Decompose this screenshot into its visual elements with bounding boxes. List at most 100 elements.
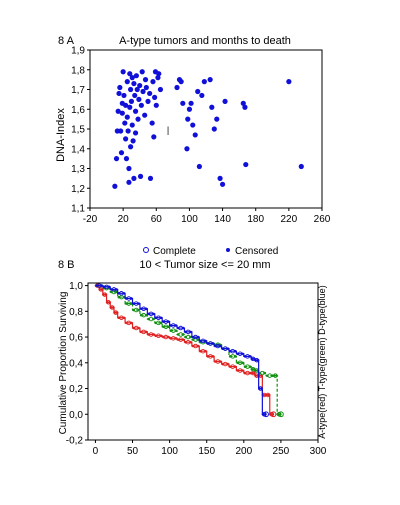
censored-marker [196, 335, 200, 339]
data-point [147, 90, 153, 97]
panel-b-label: 8 B [58, 259, 75, 271]
y-tick-label: 0,2 [69, 384, 83, 395]
censored-marker [152, 312, 155, 316]
censored-marker [248, 365, 252, 368]
data-point [137, 173, 144, 179]
censored-marker [248, 371, 252, 375]
data-point [192, 132, 198, 138]
censored-marker [241, 352, 244, 356]
data-point [120, 69, 126, 75]
censored-marker [181, 338, 185, 341]
data-point [124, 114, 130, 120]
censored-marker [256, 358, 260, 362]
data-point [139, 69, 145, 75]
censored-marker [108, 301, 111, 304]
data-point [129, 75, 135, 81]
censored-marker [107, 285, 111, 289]
data-point [121, 92, 127, 99]
censored-marker [204, 339, 207, 343]
censored-marker [263, 371, 267, 375]
data-point [132, 92, 138, 99]
data-point [137, 82, 143, 89]
data-point [124, 79, 130, 85]
data-point [188, 100, 194, 106]
censored-marker [100, 284, 103, 287]
data-point [149, 120, 155, 126]
y-tick-label: 1,3 [71, 164, 85, 175]
censored-marker [196, 344, 200, 348]
data-point [151, 134, 157, 140]
censored-marker [211, 342, 215, 345]
legend-censored-label: Censored [235, 246, 278, 257]
data-point [147, 175, 154, 181]
censored-marker [219, 360, 222, 363]
x-tick-label: 50 [127, 446, 139, 457]
censored-marker [253, 371, 256, 375]
survival-plot: 0 50 100 150 200 250 300 -0,2 0,0 0,2 0,4 0,6 0,8 1,0 [66, 281, 327, 457]
legend: Complete Censored [143, 246, 278, 257]
data-point [123, 156, 130, 162]
data-point [135, 116, 141, 122]
x-tick-label: 180 [247, 214, 264, 225]
legend-complete-marker [143, 247, 149, 253]
data-point [126, 179, 132, 185]
y-tick-label: 1,4 [71, 144, 85, 155]
censored-marker [152, 317, 155, 321]
data-point [123, 102, 129, 108]
censored-marker [241, 369, 244, 372]
y-tick-label: 0,0 [69, 410, 83, 421]
data-point [298, 163, 304, 170]
x-tick-label: -20 [83, 214, 98, 225]
data-point [128, 144, 134, 150]
censored-marker [267, 393, 271, 397]
x-tick-label: 200 [235, 446, 252, 457]
data-point [132, 130, 139, 136]
scatter-plot: -20 20 60 100 140 180 220 260 1,1 1,2 1,3 1,4 1,5 1,6… [71, 46, 331, 226]
censored-marker [189, 340, 192, 344]
censored-marker [144, 330, 148, 334]
censored-marker [219, 344, 222, 348]
data-point [119, 110, 125, 116]
data-point [128, 86, 134, 93]
data-point [136, 96, 142, 102]
data-point [219, 181, 226, 187]
data-point [122, 120, 128, 126]
data-point [150, 79, 156, 85]
x-tick-label: 140 [214, 214, 231, 225]
data-point [143, 84, 149, 91]
censored-marker [104, 293, 108, 296]
y-tick-label: 1,0 [69, 281, 83, 292]
censored-marker [181, 333, 185, 336]
data-point [134, 86, 140, 93]
legend-censored-marker [226, 248, 230, 252]
data-point [174, 84, 180, 91]
data-point [201, 79, 207, 85]
complete-marker [270, 411, 277, 418]
plot-frame [87, 282, 319, 441]
data-point [217, 175, 223, 181]
panel-a-title: A-type tumors and months to death [119, 35, 291, 47]
censored-marker [167, 320, 170, 323]
data-point [211, 126, 217, 132]
data-point [131, 80, 137, 87]
complete-marker [278, 411, 284, 418]
data-point [116, 90, 122, 97]
panel-b-ylabel: Cumulative Proportion Surviving [58, 292, 69, 435]
data-point [240, 100, 246, 106]
censored-marker [174, 337, 178, 340]
data-point [184, 146, 190, 152]
censored-marker [233, 355, 237, 358]
data-point [142, 112, 148, 118]
censored-marker [271, 412, 275, 416]
censored-marker [211, 355, 215, 358]
censored-marker [122, 291, 126, 295]
panel-a-annotation: | [167, 125, 169, 135]
data-point [129, 122, 135, 128]
data-point [126, 165, 132, 172]
censored-marker [241, 361, 244, 365]
data-point [214, 116, 220, 122]
censored-marker [248, 355, 252, 358]
data-point [127, 104, 133, 110]
data-point [127, 71, 133, 77]
data-point [118, 128, 124, 134]
